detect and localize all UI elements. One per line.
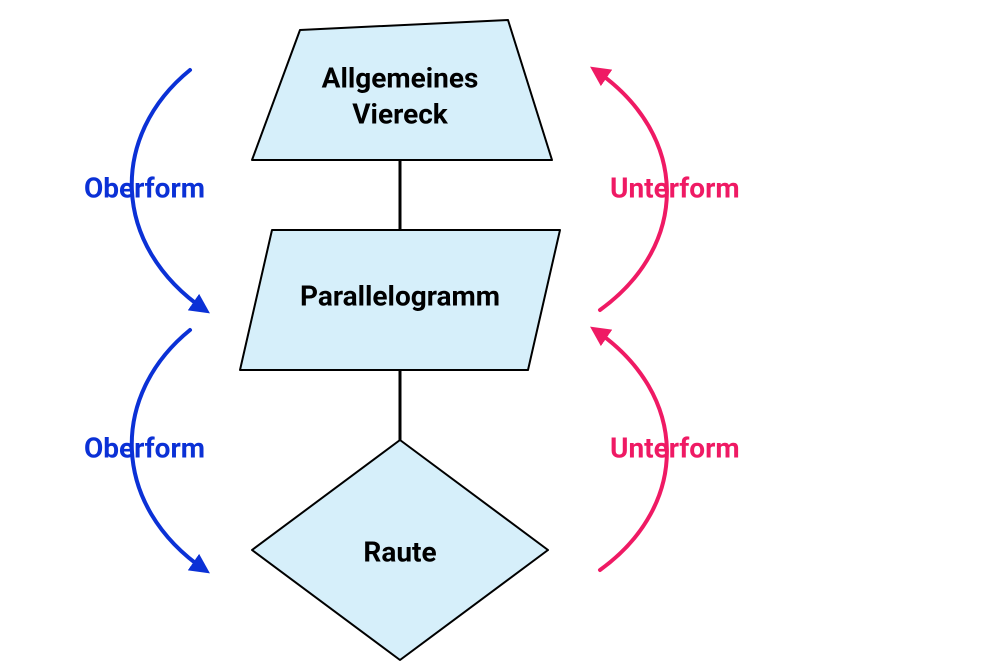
left_top-label: Oberform: [84, 171, 205, 204]
right_top-label: Unterform: [610, 171, 740, 204]
parallelogram-label: Parallelogramm: [300, 279, 500, 312]
rhombus-label: Raute: [363, 535, 436, 568]
right_bottom-label: Unterform: [610, 431, 740, 464]
left_bottom-label: Oberform: [84, 431, 205, 464]
trapezoid-label-2: Viereck: [352, 97, 449, 130]
trapezoid-label: Allgemeines: [322, 61, 479, 94]
